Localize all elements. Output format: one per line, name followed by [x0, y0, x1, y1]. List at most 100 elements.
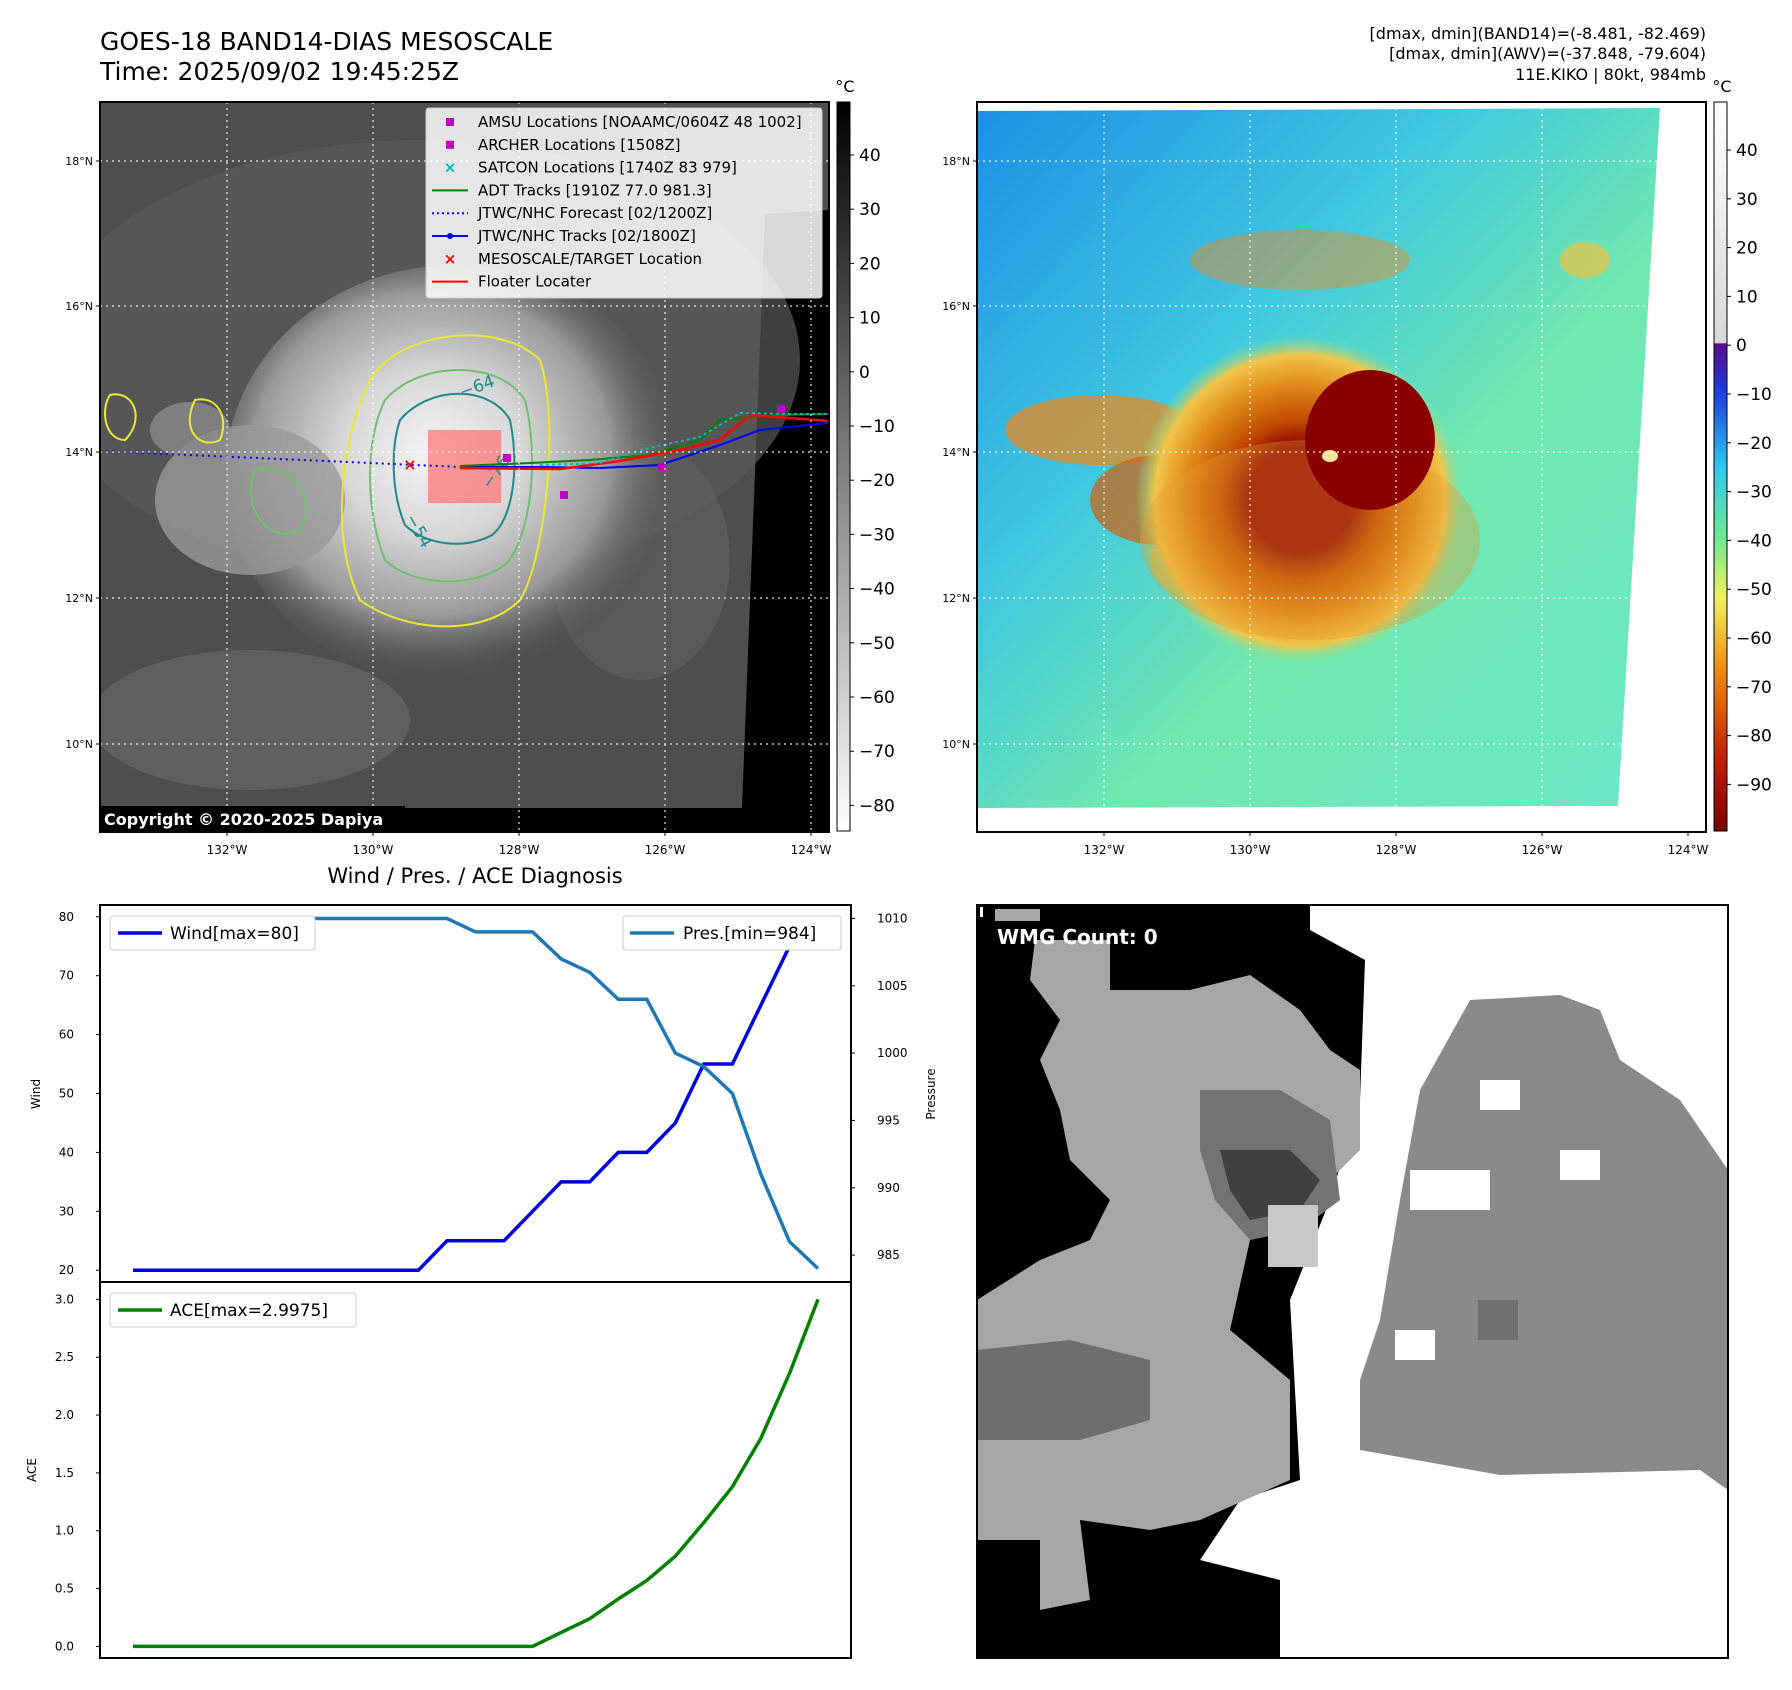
awv-lat-label: 14°N: [942, 446, 970, 459]
satcon-track: [539, 411, 828, 466]
ace-legend-label: ACE[max=2.9975]: [170, 1301, 328, 1321]
colorbar-tick-label: 20: [1736, 239, 1758, 259]
legend-x-marker: ×: [444, 159, 457, 177]
ir-lon-label: 130°W: [353, 843, 394, 857]
legend-label: ARCHER Locations [1508Z]: [478, 136, 681, 154]
wmg-bright-eye: [1268, 1205, 1318, 1267]
colorbar-tick-label: −30: [859, 525, 895, 545]
wind-tick-label: 60: [59, 1028, 74, 1042]
ir-colorbar-unit: °C: [835, 77, 854, 96]
pressure-axis-label: Pressure: [924, 1068, 938, 1119]
awv-lon-label: 126°W: [1522, 843, 1563, 857]
forecast-track: [100, 450, 461, 468]
colorbar-tick-label: 30: [1736, 190, 1758, 210]
ir-legend: AMSU Locations [NOAAMC/0604Z 48 1002] ARC…: [425, 107, 823, 299]
legend-label: JTWC/NHC Tracks [02/1800Z]: [477, 227, 696, 245]
ir-lat-label: 18°N: [65, 155, 93, 168]
awv-lat-label: 10°N: [942, 738, 970, 751]
wind-tick-label: 40: [59, 1145, 74, 1159]
ir-lat-label: 14°N: [65, 446, 93, 459]
archer-marker: [503, 454, 511, 462]
colorbar-tick-label: −60: [859, 688, 895, 708]
ace-tick-label: 2.5: [55, 1350, 74, 1364]
wind-tick-label: 30: [59, 1204, 74, 1218]
wind-tick-label: 20: [59, 1263, 74, 1277]
awv-lon-label: 132°W: [1084, 843, 1125, 857]
ir-lon-label: 132°W: [207, 843, 248, 857]
awv-lat-label: 18°N: [942, 155, 970, 168]
pressure-tick-label: 1010: [877, 911, 908, 925]
floater-track: [459, 413, 829, 471]
figure-title: GOES-18 BAND14-DIAS MESOSCALE: [100, 27, 553, 56]
colorbar-tick-label: −80: [1736, 727, 1772, 747]
colorbar-tick-label: 0: [859, 363, 870, 383]
legend-label: SATCON Locations [1740Z 83 979]: [478, 159, 737, 177]
wind-tick-label: 50: [59, 1087, 74, 1101]
ace-axis-label: ACE: [25, 1458, 39, 1482]
colorbar-tick-label: −70: [859, 742, 895, 762]
colorbar-tick-label: −90: [1736, 775, 1772, 795]
wmg-east-region: [1360, 995, 1728, 1490]
awv-colorbar-unit: °C: [1712, 77, 1731, 96]
colorbar-tick-label: −50: [1736, 580, 1772, 600]
awv-colorbar: °C 40 30 20 10 0 −10 −20 −30 −40 −50 −60 −70 −80 −90: [1712, 77, 1772, 832]
awv-lon-label: 128°W: [1376, 843, 1417, 857]
stats-storm: 11E.KIKO | 80kt, 984mb: [1515, 65, 1706, 84]
ir-contour-inner: [392, 392, 516, 545]
wind-legend-label: Wind[max=80]: [170, 924, 299, 944]
colorbar-tick-label: −60: [1736, 629, 1772, 649]
pressure-tick-label: 985: [877, 1248, 900, 1262]
legend-label: ADT Tracks [1910Z 77.0 981.3]: [478, 181, 712, 199]
wind-series-line: [133, 915, 820, 1272]
colorbar-tick-label: 40: [859, 146, 881, 166]
ir-lat-label: 12°N: [65, 592, 93, 605]
colorbar-tick-label: −50: [859, 634, 895, 654]
awv-lat-label: 16°N: [942, 300, 970, 313]
colorbar-tick-label: 0: [1736, 336, 1747, 356]
target-marker: ×: [403, 455, 416, 474]
awv-lon-label: 130°W: [1230, 843, 1271, 857]
colorbar-tick-label: −70: [1736, 678, 1772, 698]
legend-label: JTWC/NHC Forecast [02/1200Z]: [477, 204, 712, 222]
wind-pressure-chart: Wind / Pres. / ACE Diagnosis 80 70 60 50 40 3…: [29, 864, 938, 1283]
legend-label: MESOSCALE/TARGET Location: [478, 250, 702, 268]
legend-x-marker: ×: [444, 250, 457, 268]
ace-tick-label: 0.0: [55, 1639, 74, 1653]
legend-square-marker: [446, 140, 454, 149]
ace-tick-label: 0.5: [55, 1582, 74, 1596]
ace-tick-label: 1.0: [55, 1524, 74, 1538]
colorbar-tick-label: 20: [859, 254, 881, 274]
pressure-legend-label: Pres.[min=984]: [683, 924, 816, 944]
wind-tick-label: 80: [59, 910, 74, 924]
colorbar-tick-label: −20: [859, 471, 895, 491]
ace-tick-label: 3.0: [55, 1292, 74, 1306]
ace-tick-label: 2.0: [55, 1408, 74, 1422]
wmg-darker-core: [1220, 1150, 1320, 1220]
colorbar-tick-label: 10: [1736, 287, 1758, 307]
legend-dot: [447, 233, 453, 239]
copyright-text: Copyright © 2020-2025 Dapiya: [104, 810, 383, 829]
pressure-tick-label: 1000: [877, 1046, 908, 1060]
colorbar-tick-label: −10: [1736, 385, 1772, 405]
pressure-tick-label: 995: [877, 1113, 900, 1127]
colorbar-tick-label: −10: [859, 417, 895, 437]
ace-legend: ACE[max=2.9975]: [109, 1292, 357, 1328]
wind-axis-label: Wind: [29, 1079, 43, 1109]
colorbar-tick-label: −80: [859, 796, 895, 816]
legend-label: Floater Locater: [478, 273, 592, 291]
pressure-tick-label: 990: [877, 1181, 900, 1195]
ir-lon-label: 128°W: [499, 843, 540, 857]
colorbar-tick-label: 30: [859, 200, 881, 220]
colorbar-tick-label: −40: [1736, 531, 1772, 551]
ace-chart: 3.0 2.5 2.0 1.5 1.0 0.5 0.0 ACE ACE[max=2.9975…: [25, 1281, 852, 1659]
ir-colorbar: °C 40 30 20 10 0 −10 −20 −30 −40 −50 −60 −70 −80: [835, 77, 895, 832]
archer-marker-2: [658, 463, 666, 471]
colorbar-tick-label: 10: [859, 309, 881, 329]
ir-map-panel: −64 −76 −54 ×: [65, 77, 895, 857]
legend-label: AMSU Locations [NOAAMC/0604Z 48 1002]: [478, 113, 802, 131]
ir-lat-label: 16°N: [65, 300, 93, 313]
ir-lon-label: 126°W: [645, 843, 686, 857]
pressure-legend: Pres.[min=984]: [622, 915, 842, 951]
ir-lon-label: 124°W: [791, 843, 832, 857]
